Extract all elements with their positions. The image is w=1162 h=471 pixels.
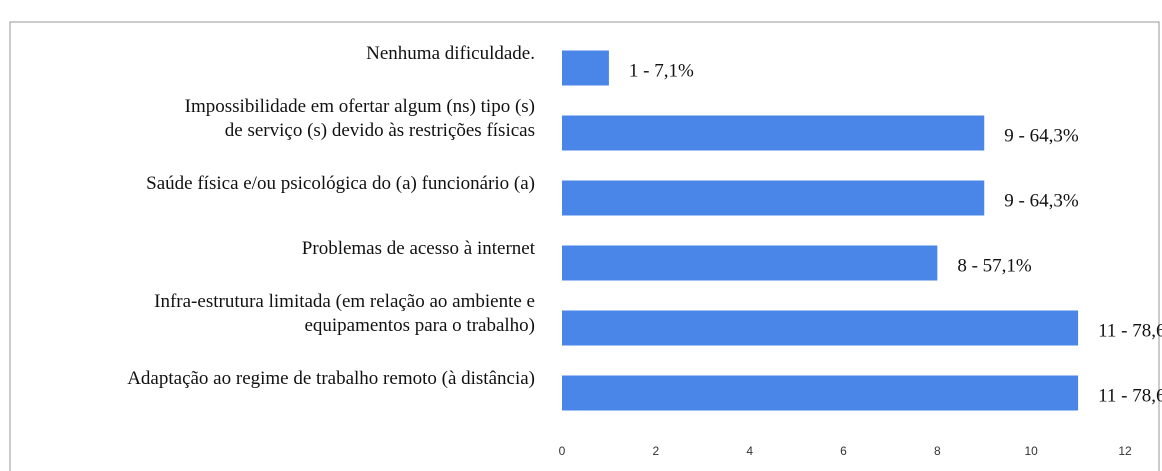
- value-label: 9 - 64,3%: [1004, 190, 1079, 211]
- bar: [562, 50, 609, 86]
- category-label: Adaptação ao regime de trabalho remoto (…: [127, 368, 535, 389]
- value-label: 1 - 7,1%: [629, 60, 694, 81]
- value-label: 9 - 64,3%: [1004, 125, 1079, 146]
- value-label: 11 - 78,6%: [1098, 320, 1162, 341]
- x-tick-label: 8: [934, 444, 941, 458]
- bar: [562, 115, 985, 151]
- x-tick-label: 0: [559, 444, 566, 458]
- category-label: Infra-estrutura limitada (em relação ao …: [154, 291, 535, 336]
- x-tick-label: 4: [746, 444, 753, 458]
- value-label: 8 - 57,1%: [957, 255, 1032, 276]
- category-label: Nenhuma dificuldade.: [366, 43, 535, 64]
- x-tick-label: 2: [652, 444, 659, 458]
- category-label: Problemas de acesso à internet: [301, 238, 535, 259]
- x-tick-label: 6: [840, 444, 847, 458]
- x-tick-label: 12: [1118, 444, 1132, 458]
- chart-frame: [9, 21, 1160, 471]
- category-label: Impossibilidade em ofertar algum (ns) ti…: [184, 96, 535, 141]
- value-label: 11 - 78,6%: [1098, 385, 1162, 406]
- bar: [562, 310, 1079, 346]
- bar: [562, 180, 985, 216]
- bar: [562, 245, 938, 281]
- category-label: Saúde física e/ou psicológica do (a) fun…: [146, 173, 535, 194]
- bar: [562, 375, 1079, 411]
- x-tick-label: 10: [1024, 444, 1038, 458]
